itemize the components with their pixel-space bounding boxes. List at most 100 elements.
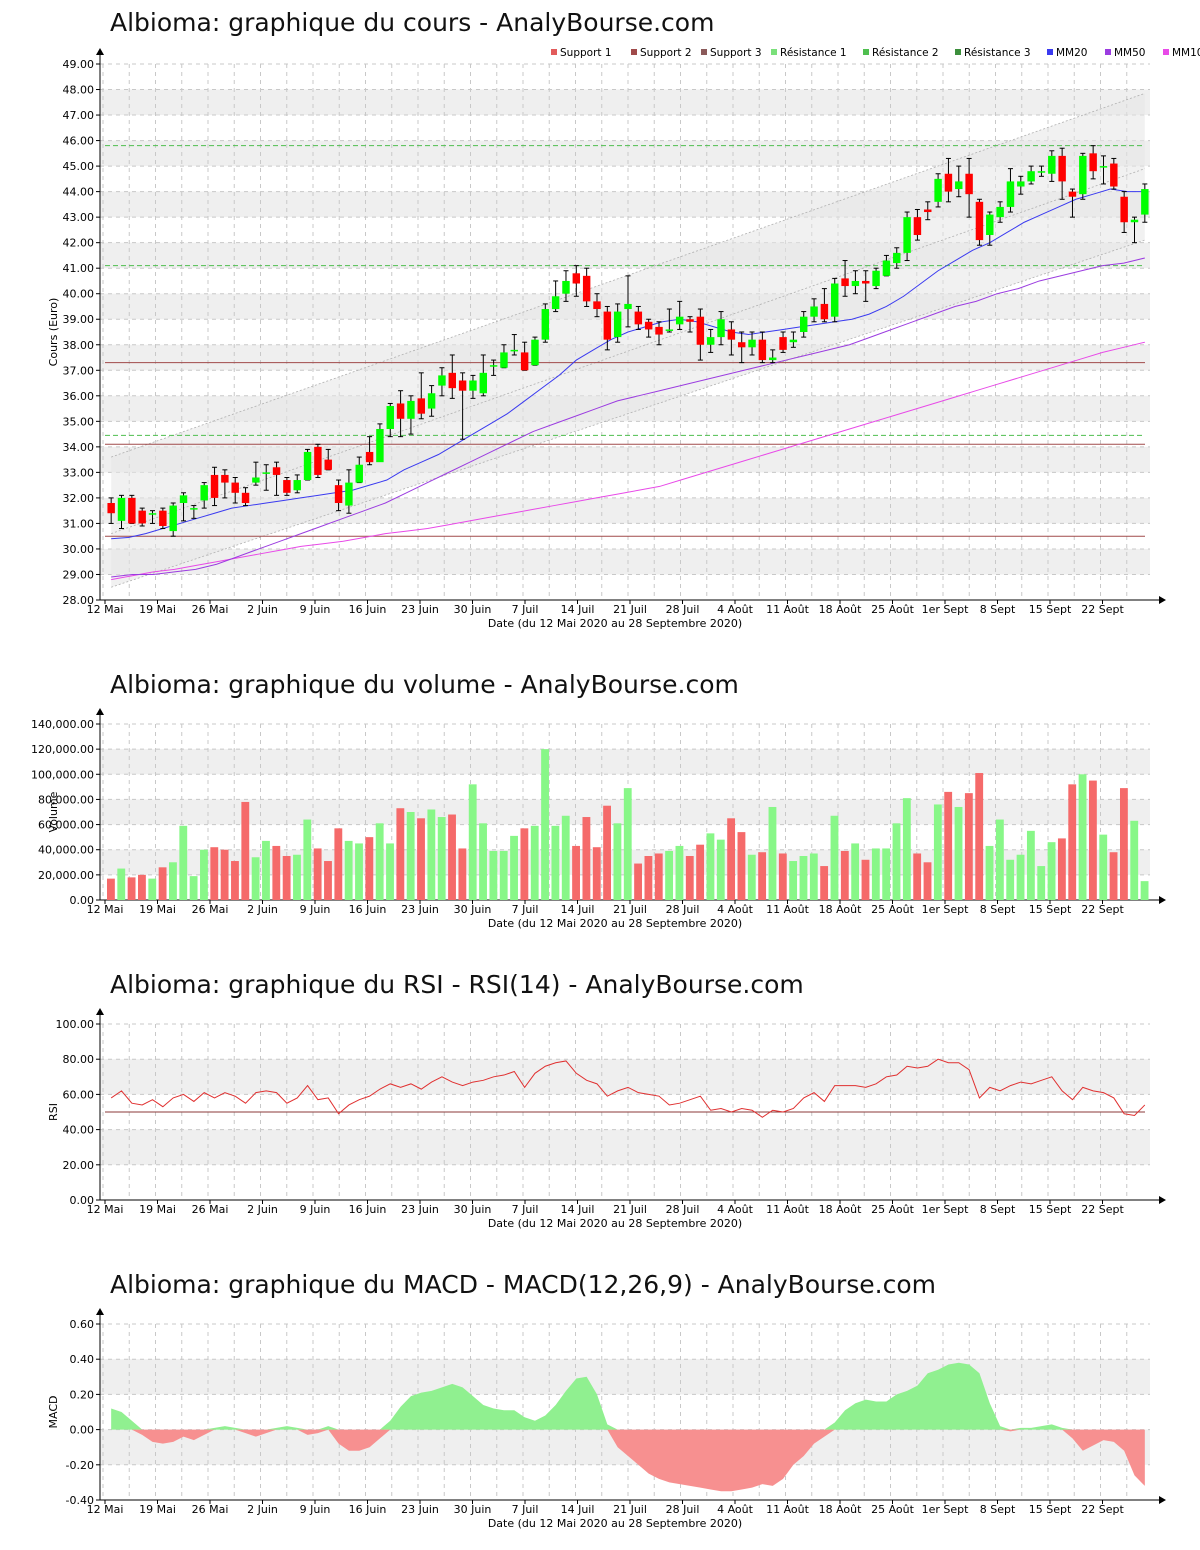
rsi-x-tick-label: 22 Sept (1081, 1203, 1124, 1216)
volume-bar (1057, 838, 1066, 900)
rsi-x-tick-label: 21 Juil (613, 1203, 647, 1216)
price-y-tick-label: 43.00 (63, 211, 95, 224)
volume-bar (365, 837, 374, 900)
candle-body (975, 201, 984, 241)
price-y-tick-label: 37.00 (63, 364, 95, 377)
candle-body (737, 342, 746, 348)
volume-bar (851, 843, 860, 900)
candle-body (1006, 181, 1015, 207)
volume-bar (861, 859, 870, 900)
candle-body (231, 482, 239, 493)
candle-body (882, 260, 891, 276)
candle (1089, 145, 1097, 180)
candle (1079, 152, 1087, 200)
legend-swatch (955, 49, 961, 55)
candle-body (148, 513, 157, 515)
rsi-x-tick-label: 23 Juin (401, 1203, 439, 1216)
price-chart-panel: Albioma: graphique du cours - AnalyBours… (0, 0, 1200, 640)
volume-bar (231, 861, 239, 900)
candle (355, 456, 363, 484)
rsi-x-tick-label: 26 Mai (192, 1203, 229, 1216)
candle-body (365, 451, 374, 463)
volume-bar (840, 850, 849, 900)
volume-chart: 0.00 20,000.00 40,000.00 60,000.00 80,000.00… (31, 708, 1166, 930)
candle (841, 260, 849, 297)
price-x-tick-label: 16 Juin (349, 603, 387, 616)
volume-bar (623, 788, 632, 900)
candle-body (510, 349, 519, 352)
volume-bar (913, 853, 922, 900)
volume-bar (499, 850, 508, 900)
volume-bar (396, 808, 405, 900)
volume-bar (985, 845, 994, 900)
macd-x-tick-label: 28 Juil (666, 1503, 700, 1516)
rsi-x-tick-label: 14 Juil (561, 1203, 595, 1216)
legend-entry-label: Support 3 (710, 47, 762, 59)
candle (831, 277, 839, 323)
candle-body (903, 217, 911, 253)
volume-x-tick-label: 12 Mai (87, 903, 124, 916)
volume-bar (1037, 866, 1046, 900)
candle-body (190, 508, 198, 510)
candle (696, 308, 705, 361)
candle-body (727, 329, 736, 340)
macd-chart-title: Albioma: graphique du MACD - MACD(12,26,… (110, 1270, 936, 1299)
price-x-tick-label: 18 Août (819, 603, 863, 616)
volume-y-axis-arrow (96, 708, 104, 715)
candle-body (1048, 155, 1056, 174)
rsi-chart-panel: Albioma: graphique du RSI - RSI(14) - An… (0, 962, 1200, 1237)
macd-x-tick-label: 14 Juil (561, 1503, 595, 1516)
candle-body (624, 303, 632, 310)
candle (458, 372, 467, 440)
candle-body (758, 339, 767, 361)
candle (448, 354, 456, 399)
rsi-x-axis-arrow (1159, 1196, 1166, 1204)
candle (386, 402, 394, 438)
volume-bar (334, 828, 343, 900)
candle-body (934, 178, 942, 202)
price-y-tick-label: 32.00 (63, 492, 95, 505)
candle-body (1058, 155, 1066, 182)
candle (200, 482, 208, 509)
volume-x-tick-label: 30 Juin (454, 903, 492, 916)
price-y-tick-label: 31.00 (63, 517, 95, 530)
volume-bar (1016, 854, 1025, 900)
price-y-tick-label: 49.00 (63, 58, 95, 71)
candle (737, 331, 746, 364)
candle (148, 510, 157, 524)
volume-bar (1006, 859, 1015, 900)
volume-x-tick-label: 15 Sept (1029, 903, 1072, 916)
rsi-x-tick-label: 11 Août (766, 1203, 810, 1216)
macd-x-tick-label: 16 Juin (349, 1503, 387, 1516)
candle-body (944, 173, 953, 192)
candle-body (634, 311, 643, 325)
candle-body (407, 400, 415, 419)
candle (1058, 147, 1066, 200)
plot-band (100, 89, 1150, 116)
candle (810, 298, 818, 323)
rsi-x-tick-label: 19 Mai (139, 1203, 176, 1216)
rsi-y-tick-label: 80.00 (63, 1053, 95, 1066)
legend-swatch (701, 49, 707, 55)
volume-x-axis-label: Date (du 12 Mai 2020 au 28 Septembre 202… (488, 917, 742, 930)
volume-bar (654, 853, 663, 900)
price-legend: Support 1 Support 2 Support 3 Résistance 1 R… (551, 47, 1200, 59)
volume-bar (541, 749, 549, 900)
candle (955, 165, 963, 198)
price-x-tick-label: 22 Sept (1081, 603, 1124, 616)
volume-bar (489, 850, 498, 900)
macd-x-tick-label: 22 Sept (1081, 1503, 1124, 1516)
macd-y-tick-label: 0.60 (70, 1318, 95, 1331)
macd-chart-panel: Albioma: graphique du MACD - MACD(12,26,… (0, 1262, 1200, 1547)
candle (779, 331, 787, 353)
macd-x-tick-label: 8 Sept (980, 1503, 1016, 1516)
price-x-tick-label: 8 Sept (980, 603, 1016, 616)
volume-bar (448, 814, 456, 900)
candle (820, 288, 829, 323)
candle (510, 334, 519, 356)
candle (1017, 175, 1025, 195)
candle (272, 461, 281, 496)
volume-y-tick-label: 40,000.00 (38, 844, 94, 857)
candle (727, 321, 736, 356)
candle-body (1089, 153, 1097, 172)
